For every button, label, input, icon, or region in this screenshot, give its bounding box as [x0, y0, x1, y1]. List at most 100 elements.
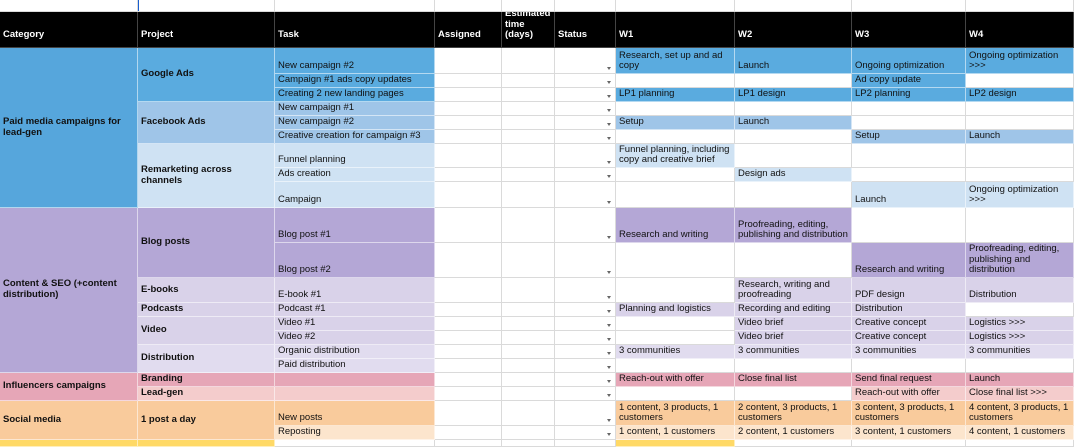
estimate-cell[interactable]: [502, 331, 555, 345]
status-cell[interactable]: [555, 144, 616, 168]
dropdown-arrow[interactable]: [607, 236, 611, 239]
assigned-cell[interactable]: [435, 102, 502, 116]
status-cell[interactable]: [555, 317, 616, 331]
empty-cell[interactable]: [852, 0, 966, 12]
estimate-cell[interactable]: [502, 359, 555, 373]
dropdown-arrow[interactable]: [607, 137, 611, 140]
status-cell[interactable]: [555, 88, 616, 102]
estimate-cell[interactable]: [502, 144, 555, 168]
dropdown-arrow[interactable]: [607, 175, 611, 178]
empty-cell[interactable]: [966, 0, 1074, 12]
estimate-cell[interactable]: [502, 278, 555, 303]
dropdown-arrow[interactable]: [607, 81, 611, 84]
status-cell[interactable]: [555, 278, 616, 303]
estimate-cell[interactable]: [502, 317, 555, 331]
dropdown-arrow[interactable]: [607, 394, 611, 397]
dropdown-arrow[interactable]: [607, 271, 611, 274]
assigned-cell[interactable]: [435, 116, 502, 130]
dropdown-arrow[interactable]: [607, 433, 611, 436]
status-cell[interactable]: [555, 426, 616, 440]
status-cell[interactable]: [555, 48, 616, 74]
dropdown-arrow[interactable]: [607, 419, 611, 422]
assigned-cell[interactable]: [435, 373, 502, 387]
estimate-cell[interactable]: [502, 303, 555, 317]
estimate-cell[interactable]: [502, 130, 555, 144]
empty-cell[interactable]: [735, 440, 852, 447]
status-cell[interactable]: [555, 387, 616, 401]
empty-cell[interactable]: [966, 440, 1074, 447]
empty-cell[interactable]: [502, 0, 555, 12]
estimate-cell[interactable]: [502, 401, 555, 426]
status-cell[interactable]: [555, 168, 616, 182]
status-cell[interactable]: [555, 74, 616, 88]
dropdown-arrow[interactable]: [607, 324, 611, 327]
assigned-cell[interactable]: [435, 144, 502, 168]
assigned-cell[interactable]: [435, 48, 502, 74]
dropdown-arrow[interactable]: [607, 109, 611, 112]
dropdown-arrow[interactable]: [607, 161, 611, 164]
status-cell[interactable]: [555, 130, 616, 144]
assigned-cell[interactable]: [435, 401, 502, 426]
assigned-cell[interactable]: [435, 208, 502, 243]
empty-cell[interactable]: [435, 0, 502, 12]
dropdown-arrow[interactable]: [607, 201, 611, 204]
status-cell[interactable]: [555, 182, 616, 208]
assigned-cell[interactable]: [435, 387, 502, 401]
dropdown-arrow[interactable]: [607, 352, 611, 355]
estimate-cell[interactable]: [502, 373, 555, 387]
status-cell[interactable]: [555, 243, 616, 278]
dropdown-arrow[interactable]: [607, 366, 611, 369]
assigned-cell[interactable]: [435, 303, 502, 317]
empty-cell[interactable]: [0, 0, 139, 13]
estimate-cell[interactable]: [502, 182, 555, 208]
empty-cell[interactable]: [616, 0, 735, 12]
empty-cell[interactable]: [0, 440, 138, 447]
empty-cell[interactable]: [735, 0, 852, 12]
empty-cell[interactable]: [275, 440, 435, 447]
assigned-cell[interactable]: [435, 243, 502, 278]
assigned-cell[interactable]: [435, 317, 502, 331]
estimate-cell[interactable]: [502, 48, 555, 74]
status-cell[interactable]: [555, 102, 616, 116]
empty-cell[interactable]: [275, 0, 435, 12]
estimate-cell[interactable]: [502, 243, 555, 278]
estimate-cell[interactable]: [502, 208, 555, 243]
estimate-cell[interactable]: [502, 74, 555, 88]
dropdown-arrow[interactable]: [607, 338, 611, 341]
assigned-cell[interactable]: [435, 359, 502, 373]
empty-cell[interactable]: [616, 440, 735, 447]
assigned-cell[interactable]: [435, 130, 502, 144]
status-cell[interactable]: [555, 345, 616, 359]
estimate-cell[interactable]: [502, 426, 555, 440]
estimate-cell[interactable]: [502, 387, 555, 401]
estimate-cell[interactable]: [502, 168, 555, 182]
empty-cell[interactable]: [555, 440, 616, 447]
estimate-cell[interactable]: [502, 345, 555, 359]
dropdown-arrow[interactable]: [607, 95, 611, 98]
empty-cell[interactable]: [138, 440, 275, 447]
dropdown-arrow[interactable]: [607, 310, 611, 313]
status-cell[interactable]: [555, 359, 616, 373]
assigned-cell[interactable]: [435, 345, 502, 359]
estimate-cell[interactable]: [502, 88, 555, 102]
assigned-cell[interactable]: [435, 182, 502, 208]
dropdown-arrow[interactable]: [607, 123, 611, 126]
assigned-cell[interactable]: [435, 168, 502, 182]
status-cell[interactable]: [555, 331, 616, 345]
assigned-cell[interactable]: [435, 88, 502, 102]
status-cell[interactable]: [555, 373, 616, 387]
estimate-cell[interactable]: [502, 102, 555, 116]
empty-cell[interactable]: [435, 440, 502, 447]
assigned-cell[interactable]: [435, 426, 502, 440]
assigned-cell[interactable]: [435, 74, 502, 88]
assigned-cell[interactable]: [435, 278, 502, 303]
status-cell[interactable]: [555, 116, 616, 130]
dropdown-arrow[interactable]: [607, 296, 611, 299]
status-cell[interactable]: [555, 303, 616, 317]
dropdown-arrow[interactable]: [607, 67, 611, 70]
empty-cell[interactable]: [852, 440, 966, 447]
estimate-cell[interactable]: [502, 116, 555, 130]
dropdown-arrow[interactable]: [607, 380, 611, 383]
status-cell[interactable]: [555, 401, 616, 426]
empty-cell[interactable]: [555, 0, 616, 12]
